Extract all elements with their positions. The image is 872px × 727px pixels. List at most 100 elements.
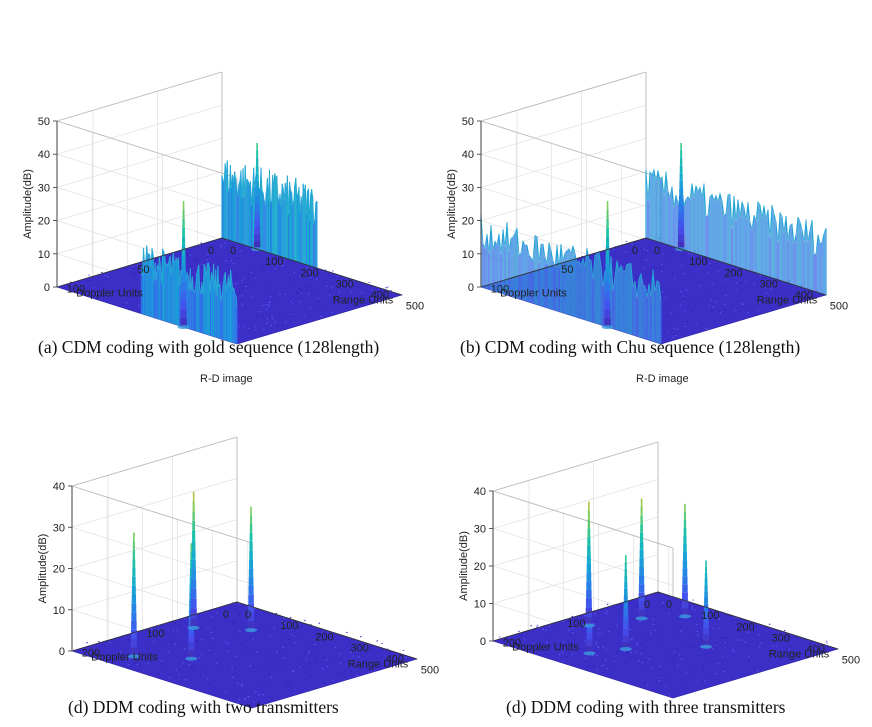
noise-texture (151, 628, 153, 630)
range-tick-label: 300 (350, 642, 368, 654)
noise-texture (601, 633, 603, 635)
noise-texture (281, 621, 283, 622)
noise-texture (682, 275, 684, 277)
caption-c: (d) DDM coding with two transmitters (68, 697, 339, 717)
noise-texture (228, 613, 230, 615)
grid-line (56, 204, 223, 255)
noise-texture (645, 683, 647, 685)
noise-texture (229, 249, 231, 250)
noise-texture (789, 289, 792, 291)
noise-texture (265, 665, 267, 667)
noise-texture (684, 289, 687, 291)
noise-texture (596, 668, 599, 670)
noise-texture (725, 637, 727, 639)
noise-texture (338, 672, 341, 674)
noise-texture (269, 635, 272, 636)
range-tick-label: 300 (335, 278, 353, 290)
noise-texture (199, 244, 201, 246)
noise-texture (191, 667, 193, 669)
noise-texture (788, 649, 790, 651)
noise-texture (290, 271, 293, 273)
noise-texture (655, 628, 657, 630)
noise-texture (298, 272, 300, 273)
noise-texture (175, 669, 178, 671)
noise-texture (768, 623, 771, 625)
noise-texture (241, 280, 243, 282)
noise-texture (321, 668, 324, 669)
noise-texture (680, 658, 683, 660)
amplitude-tick-label: 10 (38, 249, 50, 261)
noise-texture (283, 623, 285, 624)
noise-texture (174, 643, 176, 645)
surface-plot-c: 0 100 200 300 400 500 0 100 200 0 10 20 30 40 Range Un… (37, 436, 439, 709)
noise-texture (310, 624, 312, 626)
grid-line (71, 477, 238, 528)
noise-texture (267, 653, 270, 655)
range-tick (798, 636, 803, 639)
noise-texture (240, 643, 242, 645)
noise-texture (219, 244, 222, 246)
caption-b: (b) CDM coding with Chu sequence (128len… (460, 337, 801, 357)
noise-texture (109, 642, 111, 644)
range-tick-label: 0 (666, 599, 672, 611)
noise-texture (644, 638, 646, 640)
noise-texture (171, 642, 173, 644)
noise-texture (232, 622, 235, 624)
noise-texture (136, 664, 138, 666)
noise-texture (107, 276, 109, 278)
noise-texture (209, 647, 211, 648)
noise-texture (158, 673, 160, 675)
noise-texture (542, 629, 545, 631)
noise-texture (724, 303, 726, 305)
noise-texture (661, 270, 663, 272)
grid-line (492, 554, 659, 604)
noise-texture (315, 306, 317, 308)
grid-line (480, 153, 662, 212)
noise-texture (214, 251, 216, 253)
noise-texture (147, 628, 149, 630)
noise-texture (350, 671, 352, 673)
noise-texture (239, 630, 241, 632)
noise-texture (197, 628, 200, 630)
noise-texture (351, 672, 353, 674)
noise-texture (709, 263, 711, 265)
noise-texture (753, 630, 755, 632)
noise-texture (595, 655, 598, 657)
noise-texture (227, 249, 229, 251)
noise-texture (331, 312, 333, 313)
noise-texture (298, 666, 301, 668)
noise-texture (281, 264, 283, 266)
amplitude-tick-label: 50 (38, 116, 50, 128)
peak-base (177, 325, 190, 330)
noise-texture (268, 301, 271, 303)
amplitude-tick-label: 30 (38, 182, 50, 194)
doppler-tick (588, 610, 594, 614)
noise-texture (740, 639, 742, 641)
noise-texture (243, 326, 245, 328)
noise-texture (308, 653, 310, 655)
noise-texture (300, 292, 302, 294)
noise-texture (284, 293, 286, 295)
noise-texture (573, 623, 576, 625)
surface-plot-a: 0 100 200 300 400 500 0 50 100 0 10 20 30 40 50 Range U… (22, 71, 424, 345)
noise-texture (258, 694, 261, 696)
doppler-axis-line (480, 237, 647, 288)
noise-texture (183, 662, 185, 664)
noise-texture (692, 599, 694, 601)
range-tick-label: 200 (724, 267, 742, 279)
noise-texture (664, 297, 667, 299)
peak-base (635, 616, 648, 621)
noise-texture (534, 635, 537, 637)
noise-texture (170, 671, 172, 673)
noise-texture (658, 679, 660, 680)
doppler-tick-label: 100 (567, 618, 585, 630)
noise-texture (236, 297, 238, 299)
noise-texture (174, 622, 176, 624)
doppler-tick-label: 100 (491, 283, 509, 295)
noise-texture (640, 652, 642, 654)
noise-texture (129, 657, 131, 659)
range-tick-label: 500 (406, 301, 424, 313)
noise-texture (626, 652, 628, 654)
noise-texture (352, 280, 355, 282)
amplitude-tick-label: 40 (38, 149, 50, 161)
